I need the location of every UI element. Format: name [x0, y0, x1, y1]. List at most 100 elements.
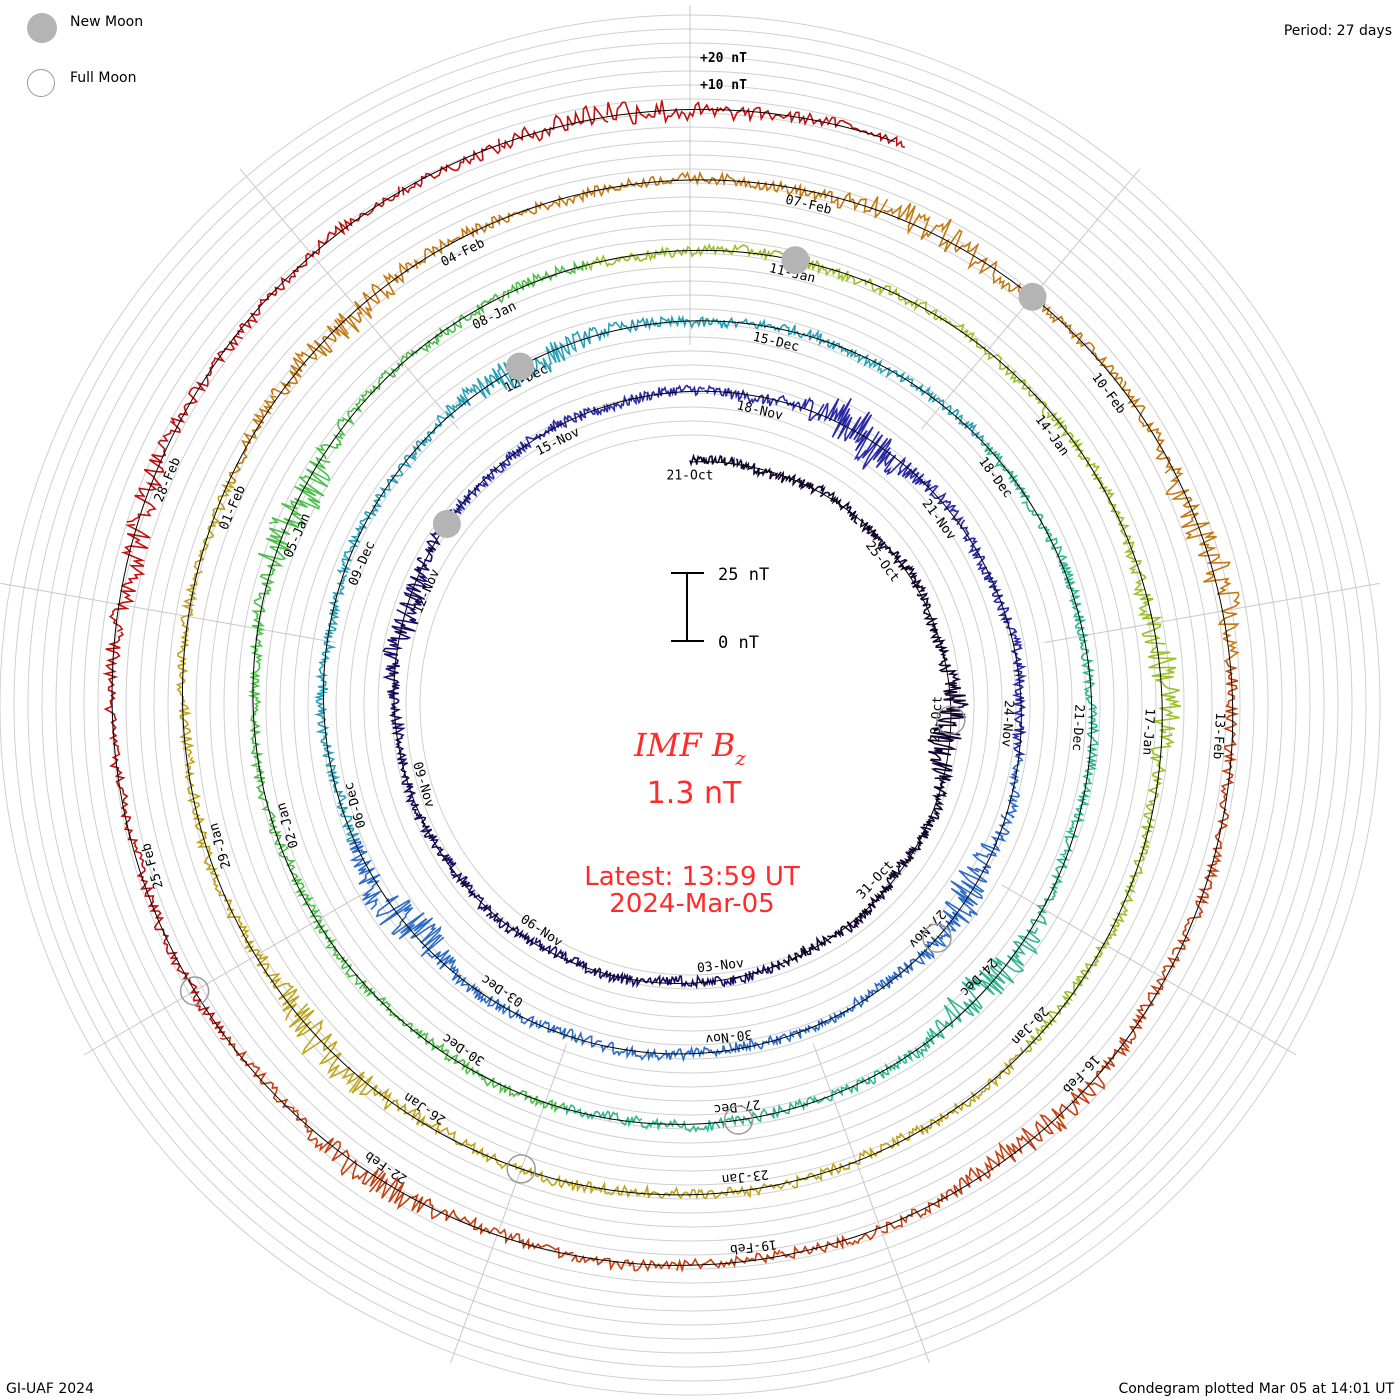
trace-segment: [859, 518, 894, 555]
trace-segment: [435, 291, 507, 343]
trace-segment: [724, 316, 798, 336]
trace-segment: [371, 454, 417, 513]
trace-segment: [1005, 754, 1024, 819]
trace-segment: [1098, 480, 1136, 562]
trace-segment: [534, 937, 584, 968]
grid-circle: [195, 210, 1185, 1200]
full-moon-marker: [922, 923, 952, 953]
trace-segment: [786, 182, 889, 219]
trace-segment: [762, 394, 825, 422]
trace-segment: [1021, 501, 1068, 565]
trace-segment: [876, 1109, 960, 1154]
spoke: [1044, 582, 1380, 643]
date-label: 10-Feb: [1088, 370, 1128, 417]
date-label: 25-Feb: [139, 841, 167, 890]
grid-circle: [349, 364, 1031, 1046]
scale-top-label: 25 nT: [718, 565, 769, 585]
trace-segment: [852, 966, 903, 1012]
latest-time: Latest: 13:59 UT: [584, 862, 800, 892]
trace-segment: [1025, 978, 1083, 1054]
trace-segment: [819, 491, 858, 525]
trace-segment: [585, 245, 670, 272]
spoke: [450, 1043, 568, 1363]
full-moon-marker: [936, 705, 966, 735]
trace-segment: [571, 1253, 678, 1273]
trace-segment: [419, 825, 457, 874]
trace-segment: [791, 1146, 878, 1189]
spoke: [83, 884, 379, 1056]
trace-segment: [184, 756, 211, 849]
date-label: 24-Nov: [998, 700, 1016, 748]
trace-segment: [689, 453, 737, 468]
trace-segment: [322, 574, 348, 642]
trace-segment: [777, 470, 826, 496]
trace-segment: [500, 104, 609, 150]
trace-segment: [600, 1041, 666, 1062]
date-label: 30-Nov: [704, 1026, 753, 1046]
trace-segment: [1049, 312, 1124, 386]
trace-segment: [268, 456, 331, 529]
trace-segment: [472, 1217, 574, 1259]
date-label: 04-Feb: [439, 236, 488, 271]
trace-segment: [313, 640, 337, 710]
trace-segment: [165, 944, 226, 1037]
date-label: 23-Jan: [721, 1166, 769, 1186]
spoke: [0, 582, 336, 643]
scale-bottom-label: 0 nT: [718, 633, 759, 653]
trace-segment: [1128, 560, 1166, 645]
trace-segment: [253, 527, 291, 610]
grid-circle: [307, 322, 1073, 1088]
trace-segment: [1172, 862, 1221, 955]
trace-segment: [498, 186, 595, 224]
trace-segment: [1030, 855, 1070, 926]
trace-segment: [270, 319, 350, 395]
trace-segment: [412, 402, 461, 459]
trace-segment: [336, 510, 377, 574]
date-label: 30-Dec: [440, 1030, 487, 1068]
trace-segment: [177, 570, 203, 665]
date-label: 21-Oct: [667, 469, 714, 484]
trace-segment: [827, 908, 873, 938]
spoke: [239, 168, 459, 430]
trace-segment: [278, 846, 322, 919]
footer-left: GI-UAF 2024: [6, 1381, 94, 1397]
trace-segment: [369, 1172, 476, 1226]
trace-segment: [942, 866, 988, 932]
trace-segment: [983, 575, 1017, 633]
trace-segment: [401, 138, 501, 196]
period-label: Period: 27 days: [1283, 23, 1392, 39]
full-moon-marker: [179, 976, 210, 1006]
trace-segment: [896, 826, 932, 869]
trace-segment: [1121, 818, 1155, 904]
trace-segment: [835, 267, 919, 308]
trace-segment: [1119, 956, 1180, 1049]
trace-segment: [593, 171, 691, 198]
trace-segment: [437, 1127, 523, 1171]
trace-segment: [582, 960, 634, 985]
trace-segment: [1009, 630, 1028, 695]
trace-segment: [796, 329, 865, 365]
new-moon-icon: [27, 13, 57, 43]
trace-segment: [328, 776, 360, 843]
date-label: 12-Nov: [411, 567, 443, 616]
trace-segment: [314, 389, 374, 460]
new-moon-label: New Moon: [70, 14, 144, 30]
trace-segment: [640, 1117, 721, 1134]
trace-segment: [646, 384, 705, 401]
trace-segment: [382, 665, 403, 723]
trace-segment: [971, 814, 1013, 875]
trace-segment: [782, 935, 832, 967]
parameter-name: IMF B: [633, 726, 735, 764]
trace-segment: [1051, 1040, 1131, 1130]
trace-segment: [704, 384, 764, 405]
trace-segment: [413, 215, 501, 270]
date-label: 29-Jan: [207, 821, 235, 870]
spokes: [0, 5, 1380, 1363]
outer-label-20: +20 nT: [700, 51, 747, 66]
trace-segment: [193, 480, 236, 571]
footer-right: Condegram plotted Mar 05 at 14:01 UT: [1118, 1381, 1394, 1397]
trace-segment: [606, 100, 719, 125]
trace-segment: [176, 663, 195, 759]
grid-circle: [279, 294, 1101, 1116]
grid-circle: [321, 336, 1059, 1074]
